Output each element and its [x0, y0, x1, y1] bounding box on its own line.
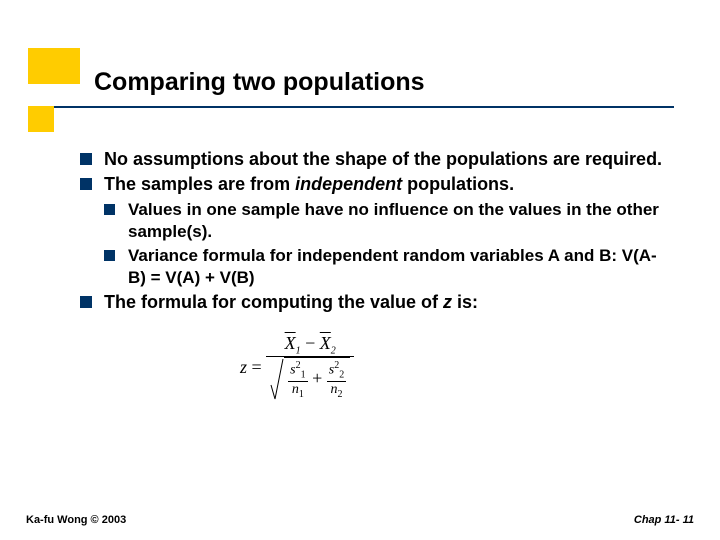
footer-copyright: Ka-fu Wong © 2003: [26, 514, 126, 526]
bullet-text: populations.: [402, 174, 514, 194]
decor-yellow-block-top: [28, 48, 80, 84]
footer-page-number: Chap 11- 11: [634, 514, 694, 526]
plus: +: [312, 368, 327, 388]
formula-denominator: s21 n1 + s22 n2: [266, 357, 354, 406]
x1-bar: X: [285, 333, 296, 353]
bullet-level1: The formula for computing the value of z…: [80, 291, 670, 314]
decor-blue-underline: [34, 106, 674, 108]
sqrt: s21 n1 + s22 n2: [270, 357, 350, 401]
formula: z = X1 − X2 s21 n1 +: [240, 357, 354, 377]
minus: −: [301, 333, 320, 353]
bullet-text: Variance formula for independent random …: [128, 246, 657, 287]
decor-yellow-block-left: [28, 106, 54, 132]
bullet-text: The formula for computing the value of: [104, 292, 443, 312]
bullet-text: is:: [452, 292, 478, 312]
n: n: [292, 382, 299, 397]
n: n: [331, 382, 338, 397]
formula-fraction: X1 − X2 s21 n1 + s22: [266, 333, 354, 407]
formula-lhs: z: [240, 357, 247, 377]
n1-sub: 1: [299, 388, 304, 399]
frac-s2n2: s22 n2: [327, 360, 346, 399]
n2-sub: 2: [338, 388, 343, 399]
bullet-text: No assumptions about the shape of the po…: [104, 149, 662, 169]
bullet-level1: No assumptions about the shape of the po…: [80, 148, 670, 171]
bullet-text-italic: z: [443, 292, 452, 312]
x2-bar: X: [320, 333, 331, 353]
radical-icon: [270, 357, 284, 401]
formula-numerator: X1 − X2: [266, 333, 354, 358]
bullet-text: Values in one sample have no influence o…: [128, 200, 659, 241]
bullet-level1: The samples are from independent populat…: [80, 173, 670, 196]
page-title: Comparing two populations: [94, 68, 425, 97]
s1-sub: 1: [301, 370, 306, 381]
bullet-text: The samples are from: [104, 174, 295, 194]
content-area: No assumptions about the shape of the po…: [80, 148, 670, 406]
formula-block: z = X1 − X2 s21 n1 +: [240, 333, 670, 407]
bullet-level2: Values in one sample have no influence o…: [104, 199, 670, 243]
bullet-level2: Variance formula for independent random …: [104, 245, 670, 289]
sqrt-content: s21 n1 + s22 n2: [284, 357, 350, 401]
x2-sub: 2: [331, 345, 336, 356]
formula-eq: =: [247, 357, 266, 377]
bullet-text-italic: independent: [295, 174, 402, 194]
s2-sub: 2: [339, 370, 344, 381]
frac-s1n1: s21 n1: [288, 360, 307, 399]
